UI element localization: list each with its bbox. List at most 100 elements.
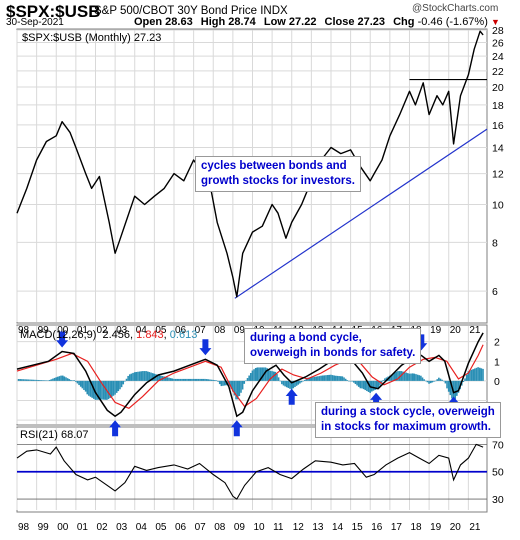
macd-histogram-bar <box>115 380 118 393</box>
macd-histogram-bar <box>164 376 167 381</box>
macd-histogram-bar <box>60 375 62 381</box>
annotation-stock-cycle: during a stock cycle, overweigh in stock… <box>315 402 501 438</box>
x-tick-label-top: 98 <box>18 325 30 336</box>
macd-histogram-bar <box>29 379 31 381</box>
macd-histogram-bar <box>434 380 437 382</box>
macd-histogram-bar <box>456 380 458 396</box>
macd-histogram-bar <box>326 375 329 381</box>
macd-histogram-bar <box>429 380 432 384</box>
macd-histogram-bar <box>416 374 419 381</box>
macd-histogram-bar <box>312 377 314 381</box>
x-tick-label-bottom: 16 <box>371 522 383 533</box>
rsi-y-tick-label: 30 <box>492 494 504 506</box>
macd-histogram-bar <box>338 376 340 381</box>
macd-histogram-bar <box>261 367 264 381</box>
macd-histogram-bar <box>336 375 339 381</box>
macd-histogram-bar <box>145 371 147 381</box>
x-tick-label-bottom: 12 <box>293 522 305 533</box>
macd-histogram-bar <box>135 371 138 381</box>
x-tick-label-bottom: 99 <box>38 522 50 533</box>
macd-histogram-bar <box>364 380 367 391</box>
macd-histogram-bar <box>405 372 407 381</box>
macd-histogram-bar <box>184 378 187 381</box>
macd-histogram-bar <box>248 375 250 381</box>
macd-histogram-bar <box>330 374 332 381</box>
macd-histogram-bar <box>424 380 427 382</box>
x-tick-label-bottom: 04 <box>136 522 148 533</box>
macd-histogram-bar <box>271 371 273 381</box>
close-value: Close 27.23 <box>324 16 386 28</box>
x-tick-label-top: 05 <box>155 325 167 336</box>
x-tick-label-top: 21 <box>469 325 481 336</box>
macd-histogram-bar <box>482 368 484 381</box>
macd-histogram-bar <box>30 379 33 381</box>
macd-histogram-bar <box>426 380 429 383</box>
macd-histogram-bar <box>398 371 401 381</box>
macd-histogram-bar <box>61 375 64 381</box>
stockcharts-watermark: @StockCharts.com <box>412 3 499 14</box>
macd-histogram-bar <box>279 380 282 382</box>
macd-histogram-bar <box>84 380 87 392</box>
macd-histogram-bar <box>339 376 342 381</box>
x-tick-label-top: 04 <box>136 325 148 336</box>
macd-histogram-bar <box>269 370 272 381</box>
macd-histogram-bar <box>372 380 375 391</box>
macd-histogram-bar <box>89 380 92 397</box>
macd-legend: MACD(12,26,9) 2.456, 1.843, 0.613 <box>20 329 197 341</box>
x-tick-label-top: 08 <box>214 325 226 336</box>
macd-histogram-bar <box>130 373 133 381</box>
macd-histogram-bar <box>127 375 129 381</box>
macd-histogram-bar <box>325 375 327 381</box>
macd-histogram-bar <box>199 378 201 381</box>
macd-histogram-bar <box>287 380 290 389</box>
macd-histogram-bar <box>25 379 28 381</box>
x-tick-label-top: 09 <box>234 325 246 336</box>
macd-histogram-bar <box>315 376 318 381</box>
macd-histogram-bar <box>160 375 162 381</box>
macd-histogram-bar <box>104 380 107 400</box>
price-legend: $SPX:$USB (Monthly) 27.23 <box>22 32 161 44</box>
macd-histogram-bar <box>96 380 98 400</box>
macd-histogram-bar <box>441 379 443 381</box>
macd-histogram-bar <box>295 380 298 386</box>
macd-histogram-bar <box>346 380 349 381</box>
macd-histogram-bar <box>413 373 416 381</box>
macd-histogram-bar <box>470 369 473 381</box>
rsi-marks <box>16 443 484 500</box>
macd-histogram-bar <box>292 380 295 389</box>
macd-histogram-bar <box>137 371 139 381</box>
macd-histogram-bar <box>181 378 183 381</box>
macd-histogram-bar <box>169 378 172 381</box>
macd-histogram-bar <box>300 380 303 383</box>
macd-histogram-bar <box>57 376 59 381</box>
x-tick-label-bottom: 07 <box>195 522 207 533</box>
price-y-tick-label: 10 <box>492 200 504 212</box>
macd-histogram-bar <box>277 377 280 381</box>
x-tick-label-bottom: 18 <box>410 522 422 533</box>
macd-histogram-bar <box>464 378 466 381</box>
chart-symbol: $SPX:$USB <box>6 2 101 21</box>
macd-histogram-bar <box>392 373 394 381</box>
macd-histogram-bar <box>357 380 360 387</box>
rsi-y-axis: 30 50 70 <box>492 439 504 506</box>
macd-histogram-bar <box>155 374 157 381</box>
macd-histogram-bar <box>53 377 56 381</box>
price-y-tick-label: 18 <box>492 100 504 112</box>
x-tick-label-bottom: 20 <box>450 522 462 533</box>
macd-histogram-bar <box>182 378 185 381</box>
macd-histogram-bar <box>196 378 198 381</box>
x-tick-label-top: 20 <box>450 325 462 336</box>
x-tick-label-top: 01 <box>77 325 89 336</box>
macd-histogram-bar <box>151 373 154 381</box>
macd-histogram-bar <box>323 375 326 381</box>
macd-histogram-bar <box>48 379 51 381</box>
price-y-tick-label: 22 <box>492 66 504 78</box>
macd-histogram-bar <box>68 379 71 381</box>
chart-date: 30-Sep-2021 <box>6 17 64 28</box>
macd-histogram-bar <box>176 378 178 381</box>
macd-histogram-bar <box>128 374 131 381</box>
macd-histogram-bar <box>302 380 304 382</box>
macd-histogram-bar <box>50 379 53 381</box>
macd-histogram-bar <box>377 380 380 389</box>
